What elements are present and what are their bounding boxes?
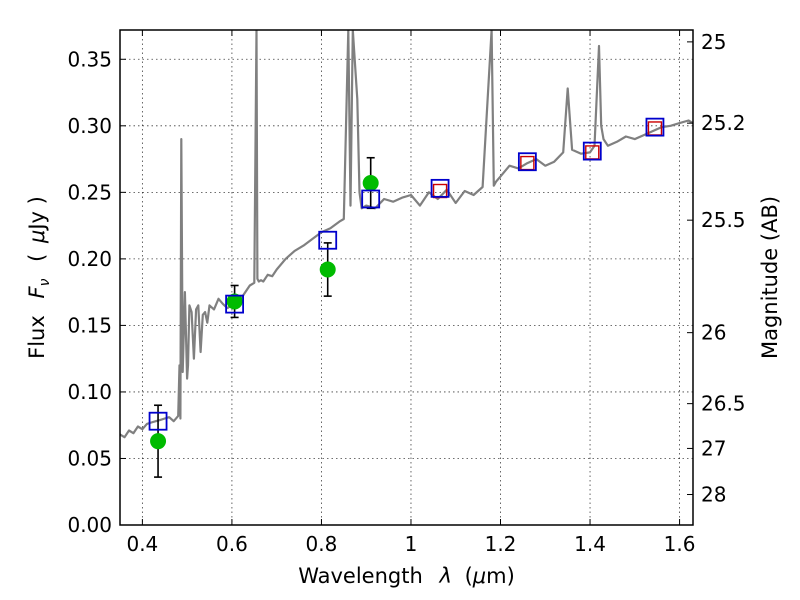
x-tick-label: 1.2 <box>485 532 517 556</box>
observed-point <box>226 293 243 310</box>
model-point-blue <box>361 189 381 209</box>
spectrum-line <box>120 30 693 439</box>
model-point-blue <box>318 230 338 250</box>
y2-tick-label: 26.5 <box>701 392 746 416</box>
y2-tick-label: 25.5 <box>701 208 746 232</box>
y-tick-label: 0.20 <box>67 247 112 271</box>
observed-point <box>150 433 167 450</box>
model-point-blue <box>225 294 245 314</box>
x-tick-label: 1.4 <box>574 532 606 556</box>
x-tick-label: 1 <box>405 532 418 556</box>
observed-point <box>362 175 379 192</box>
y2-tick-label: 25.2 <box>701 111 746 135</box>
y-tick-label: 0.35 <box>67 47 112 71</box>
y2-tick-label: 27 <box>701 436 726 460</box>
y-tick-label: 0.25 <box>67 180 112 204</box>
series <box>120 30 693 478</box>
y-tick-label: 0.10 <box>67 380 112 404</box>
y-axis-label: Flux Fν ( μJy ) <box>25 196 54 359</box>
y2-tick-label: 26 <box>701 321 726 345</box>
y-tick-label: 0.30 <box>67 114 112 138</box>
observed-point <box>319 261 336 278</box>
y2-tick-label: 25 <box>701 30 726 54</box>
y-tick-label: 0.05 <box>67 446 112 470</box>
model-point-blue <box>517 152 537 172</box>
y-tick-label: 0.00 <box>67 513 112 537</box>
x-tick-label: 0.8 <box>306 532 338 556</box>
plot-frame <box>119 29 694 526</box>
y2-axis-label: Magnitude (AB) <box>758 196 782 359</box>
x-tick-label: 0.4 <box>126 532 158 556</box>
model-point-blue <box>430 178 450 198</box>
model-point-blue <box>148 411 168 431</box>
model-point-blue <box>582 141 602 161</box>
model-point-blue <box>645 117 665 137</box>
x-axis-label: Wavelength λ (μm) <box>298 564 515 588</box>
grid <box>120 30 693 526</box>
y-tick-label: 0.15 <box>67 313 112 337</box>
y2-tick-label: 28 <box>701 483 726 507</box>
ticks: 0.4 0.6 0.8 1 1.2 1.4 1.6 0.00 0.05 0.10 0.15 0.20 0… <box>67 30 745 556</box>
x-tick-label: 1.6 <box>664 532 696 556</box>
x-tick-label: 0.6 <box>216 532 248 556</box>
